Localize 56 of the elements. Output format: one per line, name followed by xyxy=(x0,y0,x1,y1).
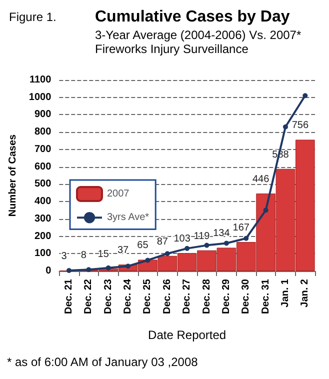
chart-subtitle: 3-Year Average (2004-2006) Vs. 2007* Fireworks Injury Surveillance xyxy=(95,28,302,56)
x-tick-label: Dec. 23 xyxy=(102,278,114,314)
y-tick-label: 800 xyxy=(34,126,52,138)
x-tick-label: Dec. 31 xyxy=(260,278,272,314)
data-label: 15 xyxy=(98,248,110,260)
data-label: 167 xyxy=(232,222,250,234)
chart-title: Cumulative Cases by Day xyxy=(95,8,290,26)
point xyxy=(145,258,150,263)
point xyxy=(184,246,190,251)
point xyxy=(66,268,72,273)
y-tick-label: 1100 xyxy=(29,74,52,86)
y-tick-label: 100 xyxy=(34,248,52,260)
y-tick-label: 200 xyxy=(34,230,52,242)
data-label: 8 xyxy=(80,250,87,262)
x-tick-label: Dec. 21 xyxy=(63,278,74,314)
data-label: 756 xyxy=(292,120,309,132)
point xyxy=(86,267,92,272)
y-tick-label: 400 xyxy=(34,196,52,208)
y-axis-title: Number of Cases xyxy=(8,134,18,217)
y-tick-label: 900 xyxy=(34,109,52,120)
x-tick-label: Dec. 30 xyxy=(240,278,252,314)
y-tick-label: 500 xyxy=(34,178,52,190)
legend-label: 2007 xyxy=(107,188,130,200)
point xyxy=(244,236,249,241)
x-tick-label: Dec. 26 xyxy=(162,278,173,314)
y-tick-label: 300 xyxy=(34,213,52,224)
point xyxy=(302,93,308,98)
x-tick-label: Jan. 1 xyxy=(280,278,291,308)
y-tick-label: 1000 xyxy=(28,92,52,103)
point xyxy=(263,208,268,213)
x-tick-label: Dec. 27 xyxy=(182,278,193,314)
data-label: 134 xyxy=(213,228,230,240)
point xyxy=(204,242,210,248)
point xyxy=(106,265,111,270)
data-label: 3 xyxy=(61,250,68,262)
point xyxy=(164,251,170,256)
x-tick-label: Dec. 29 xyxy=(220,278,232,314)
caption: Figure 1. xyxy=(9,10,56,24)
x-tick-label: Dec. 25 xyxy=(142,278,154,314)
x-tick-label: Jan. 2 xyxy=(300,278,311,308)
data-label: 119 xyxy=(194,230,210,242)
data-label: 446 xyxy=(252,174,270,186)
data-label: 65 xyxy=(137,240,149,252)
y-tick-label: 600 xyxy=(34,161,52,172)
x-tick-label: Dec. 28 xyxy=(201,278,212,314)
x-tick-label: Dec. 22 xyxy=(83,278,94,314)
y-tick-label: 0 xyxy=(46,266,52,276)
text: * as of 6:00 AM of January 03 ,2008 xyxy=(7,355,198,369)
point xyxy=(282,124,288,130)
point xyxy=(224,240,229,246)
data-label: 87 xyxy=(156,236,168,248)
data-label: 103 xyxy=(174,234,191,245)
y-tick-label: 700 xyxy=(34,144,52,155)
legend-label: 3yrs Ave* xyxy=(107,212,150,224)
x-tick-label: Dec. 24 xyxy=(122,278,134,314)
x-axis-title: Date Reported xyxy=(148,328,226,342)
